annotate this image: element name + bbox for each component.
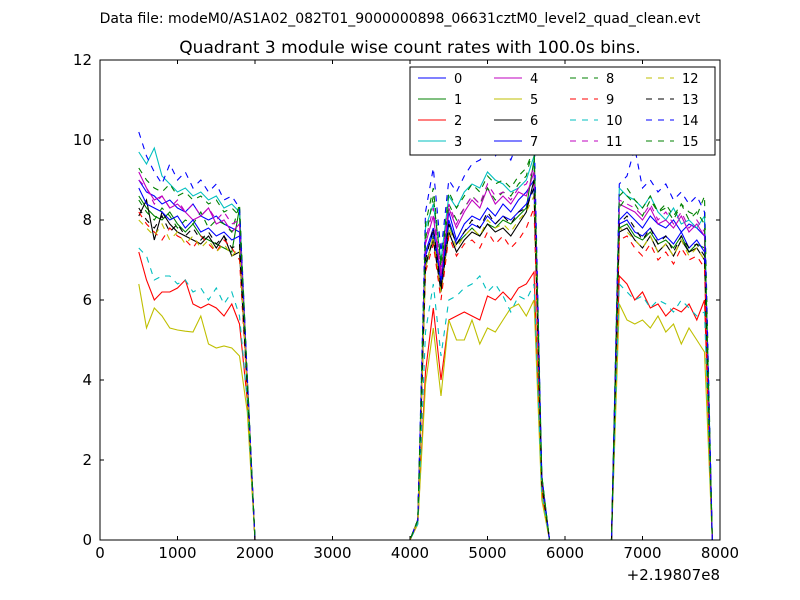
series-line-2: [138, 251, 713, 540]
x-tick-label: 7000: [623, 544, 661, 562]
legend-label-6: 6: [530, 114, 538, 129]
suptitle: Data file: modeM0/AS1A02_082T01_90000008…: [100, 11, 701, 27]
legend-label-3: 3: [454, 135, 462, 150]
series-line-7: [138, 187, 713, 540]
x-tick-label: 4000: [391, 544, 429, 562]
y-tick-label: 0: [82, 531, 92, 549]
x-tick-label: 3000: [313, 544, 351, 562]
y-tick-label: 6: [82, 291, 92, 309]
x-axis-offset-label: +2.19807e8: [627, 566, 720, 584]
series-line-11: [138, 167, 713, 540]
x-tick-label: 8000: [701, 544, 739, 562]
series-line-13: [138, 187, 713, 540]
legend-label-7: 7: [530, 135, 538, 150]
legend-frame: [409, 66, 716, 156]
legend-label-14: 14: [682, 114, 699, 129]
x-tick-label: 6000: [546, 544, 584, 562]
plot-axes: 0 1000 2000 3000 4000 5000 6000 7000 80000246810…: [73, 51, 739, 562]
y-tick-label: 8: [82, 211, 92, 229]
x-tick-label: 1000: [158, 544, 196, 562]
series-line-9: [138, 207, 713, 540]
legend-label-13: 13: [682, 93, 699, 108]
y-tick-label: 2: [82, 451, 92, 469]
series-line-0: [138, 178, 713, 540]
legend-label-1: 1: [454, 93, 462, 108]
series-line-4: [138, 171, 713, 540]
x-tick-label: 0: [95, 544, 105, 562]
tick-layer: 0 1000 2000 3000 4000 5000 6000 7000 80000246810…: [73, 51, 739, 562]
series-layer: [138, 122, 713, 540]
y-tick-label: 4: [82, 371, 92, 389]
legend-label-5: 5: [530, 93, 538, 108]
series-line-5: [138, 283, 713, 540]
series-line-14: [138, 122, 713, 540]
legend-label-2: 2: [454, 114, 462, 129]
y-tick-label: 10: [73, 131, 92, 149]
legend-label-12: 12: [682, 72, 699, 87]
legend-label-15: 15: [682, 135, 699, 150]
legend-label-11: 11: [606, 135, 623, 150]
legend-label-0: 0: [454, 72, 462, 87]
legend-label-9: 9: [606, 93, 614, 108]
legend-label-10: 10: [606, 114, 623, 129]
legend-label-4: 4: [530, 72, 538, 87]
x-tick-label: 5000: [468, 544, 506, 562]
legend-label-8: 8: [606, 72, 614, 87]
series-line-12: [138, 195, 713, 540]
series-line-15: [138, 147, 713, 540]
series-line-6: [138, 179, 713, 540]
series-line-10: [138, 247, 713, 540]
x-tick-label: 2000: [236, 544, 274, 562]
chart-title: Quadrant 3 module wise count rates with …: [179, 38, 640, 58]
y-tick-label: 12: [73, 51, 92, 69]
